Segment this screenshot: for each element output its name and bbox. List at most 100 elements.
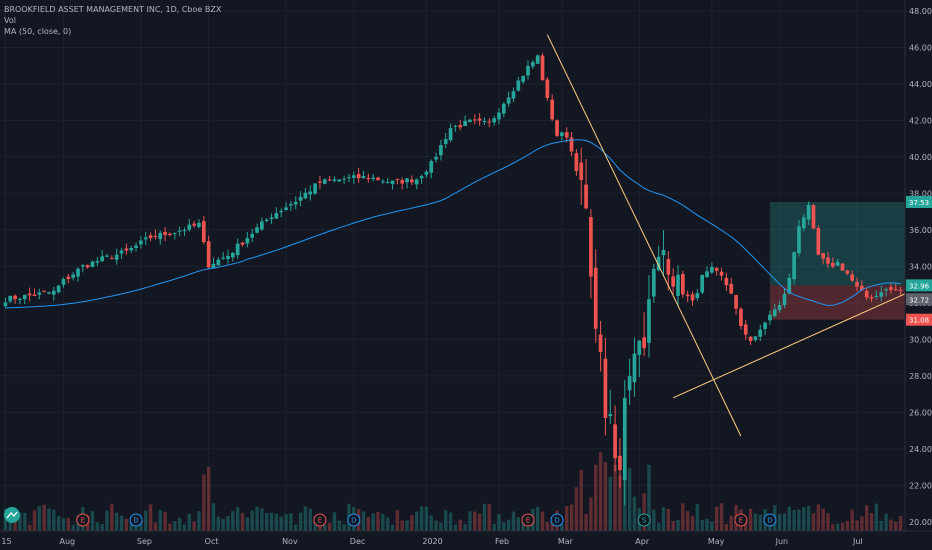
- candle-body: [235, 243, 240, 256]
- volume-bar: [119, 515, 124, 531]
- candle-body: [22, 294, 27, 300]
- candle-body: [453, 125, 458, 127]
- volume-bar: [526, 523, 530, 531]
- candle-body: [327, 179, 332, 181]
- volume-bar: [245, 517, 250, 531]
- volume-bar: [265, 513, 269, 531]
- candle-body: [124, 248, 129, 251]
- volume-bar: [439, 522, 443, 531]
- candle-body: [313, 183, 317, 194]
- candle-body: [739, 308, 743, 327]
- volume-bar: [850, 509, 854, 531]
- candle-body: [308, 191, 313, 195]
- volume-bar: [719, 503, 724, 531]
- volume-bar: [424, 506, 429, 531]
- candle-body: [821, 253, 825, 259]
- volume-bar: [463, 524, 467, 531]
- volume-bar: [260, 508, 264, 531]
- x-tick-label: Apr: [635, 537, 650, 546]
- x-tick-label: Sep: [137, 537, 152, 546]
- candle-body: [550, 99, 555, 120]
- legend-moving-average[interactable]: MA (50, close, 0): [4, 27, 72, 36]
- volume-bar: [361, 511, 366, 531]
- candle-body: [685, 294, 690, 297]
- event-marker-label: D: [554, 517, 559, 525]
- candle-body: [361, 176, 366, 178]
- candle-body: [860, 285, 864, 291]
- volume-bar: [148, 504, 153, 531]
- legend-volume[interactable]: Vol: [4, 16, 16, 25]
- candle-body: [468, 119, 472, 123]
- volume-bar: [898, 515, 903, 531]
- candle-body: [8, 295, 13, 302]
- candle-body: [869, 297, 874, 299]
- candle-body: [497, 112, 501, 120]
- volume-bar: [327, 522, 332, 531]
- volume-bar: [221, 518, 225, 531]
- volume-bar: [168, 523, 172, 531]
- volume-bar: [415, 511, 419, 531]
- candle-body: [579, 162, 584, 180]
- volume-bar: [855, 520, 859, 531]
- event-marker-label: D: [767, 517, 772, 525]
- candle-body: [816, 227, 821, 255]
- volume-bar: [584, 514, 588, 531]
- candle-body: [540, 55, 545, 81]
- candle-body: [289, 204, 293, 206]
- event-marker-circle: [734, 513, 748, 527]
- volume-bar: [521, 521, 525, 531]
- candle-body: [661, 250, 666, 256]
- x-tick-label: Aug: [59, 537, 75, 546]
- volume-bar: [715, 506, 719, 531]
- volume-bar: [666, 508, 671, 531]
- candle-body: [187, 224, 192, 230]
- candle-body: [177, 230, 182, 232]
- event-marker-dividend: D: [129, 513, 143, 527]
- candle-body: [666, 259, 671, 275]
- volume-bar: [71, 524, 75, 531]
- volume-bar: [492, 523, 496, 531]
- event-marker-circle: [129, 513, 143, 527]
- candle-body: [342, 178, 346, 180]
- candle-body: [743, 324, 748, 335]
- volume-bar: [816, 504, 821, 531]
- volume-bar: [511, 511, 516, 531]
- candle-body: [414, 179, 419, 185]
- volume-bar: [652, 509, 656, 531]
- volume-bar: [560, 524, 564, 531]
- candle-body: [758, 329, 763, 337]
- volume-bar: [61, 518, 66, 531]
- candle-body: [279, 210, 284, 213]
- volume-bar: [661, 507, 666, 531]
- candle-body: [589, 217, 593, 277]
- candle-body: [303, 192, 308, 199]
- candle-body: [681, 274, 685, 295]
- volume-bar: [294, 524, 298, 531]
- legend-symbol[interactable]: BROOKFIELD ASSET MANAGEMENT INC, 1D, Cbo…: [4, 5, 222, 14]
- candle-body: [381, 181, 385, 183]
- volume-bar: [782, 513, 787, 531]
- event-marker-circle: [347, 513, 361, 527]
- event-marker-circle: [763, 513, 777, 527]
- candle-body: [492, 118, 496, 123]
- volume-bar: [840, 522, 845, 531]
- trendline-2: [672, 282, 930, 399]
- candle-body: [347, 177, 351, 179]
- candle-body: [458, 125, 463, 128]
- candle-body: [143, 237, 148, 240]
- candle-body: [47, 292, 51, 294]
- candle-body: [482, 121, 487, 123]
- candle-body: [182, 230, 187, 232]
- price-badge: [906, 313, 932, 326]
- candle-body: [748, 336, 753, 342]
- volume-bar: [482, 503, 487, 531]
- candle-body: [245, 238, 250, 244]
- y-tick-label: 36.00: [909, 226, 932, 235]
- volume-bar: [115, 512, 119, 531]
- volume-bar: [565, 506, 569, 531]
- candle-body: [37, 292, 42, 295]
- volume-bar: [579, 469, 583, 531]
- volume-bar: [468, 511, 472, 531]
- volume-bar: [787, 506, 791, 531]
